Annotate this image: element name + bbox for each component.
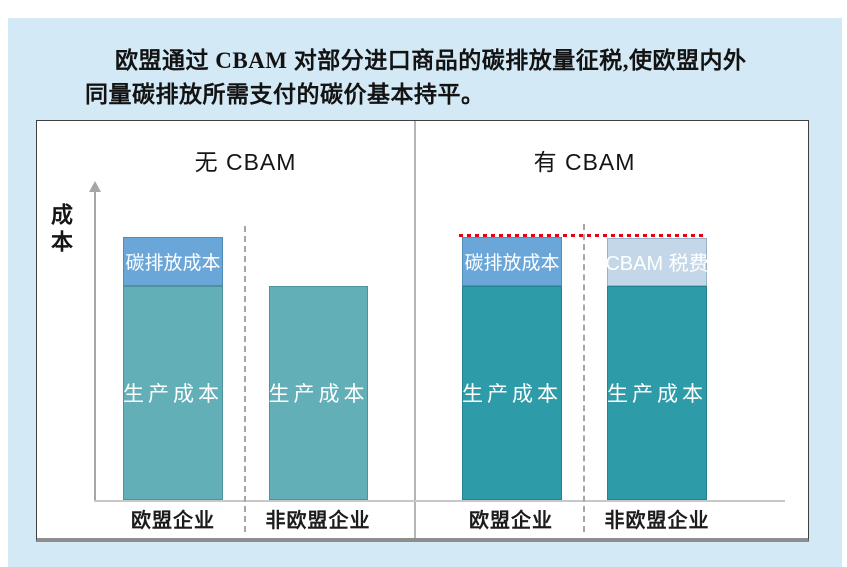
headline-line-1: 欧盟通过 CBAM 对部分进口商品的碳排放量征税,使欧盟内外 — [115, 48, 747, 73]
segment-production-cost: 生产成本 — [607, 286, 707, 500]
segment-production-cost: 生产成本 — [462, 286, 562, 500]
bar-eu-with-cbam: 生产成本 碳排放成本 — [462, 236, 562, 500]
bar-non-eu-with-cbam: 生产成本 CBAM 税费 — [607, 237, 707, 500]
x-label-eu-with-cbam: 欧盟企业 — [469, 510, 553, 532]
category-separator-right — [583, 224, 585, 532]
bar-non-eu-no-cbam: 生产成本 — [269, 286, 368, 500]
panel-divider — [414, 121, 416, 538]
x-label-eu-no-cbam: 欧盟企业 — [131, 510, 215, 532]
y-axis-line — [94, 191, 96, 500]
panel-title-no-cbam: 无 CBAM — [194, 149, 297, 175]
segment-cbam-tax: CBAM 税费 — [607, 237, 707, 286]
headline: 欧盟通过 CBAM 对部分进口商品的碳排放量征税,使欧盟内外 同量碳排放所需支付… — [85, 44, 775, 112]
price-parity-dotted-line — [459, 233, 705, 237]
panel-title-with-cbam: 有 CBAM — [533, 149, 636, 175]
y-axis-arrow-icon — [89, 181, 101, 192]
chart-panel: 无 CBAM 有 CBAM 成本 生产成本 碳排放成本 生产成本 生产成本 碳排… — [36, 120, 809, 542]
x-label-non-eu-no-cbam: 非欧盟企业 — [265, 510, 371, 532]
segment-carbon-cost: 碳排放成本 — [123, 236, 223, 286]
x-axis-baseline — [94, 500, 785, 502]
segment-carbon-cost: 碳排放成本 — [462, 236, 562, 286]
segment-production-cost: 生产成本 — [123, 286, 223, 500]
headline-line-2: 同量碳排放所需支付的碳价基本持平。 — [85, 82, 485, 107]
y-axis-label: 成本 — [48, 203, 73, 257]
x-label-non-eu-with-cbam: 非欧盟企业 — [604, 510, 710, 532]
segment-production-cost: 生产成本 — [269, 286, 368, 500]
category-separator-left — [244, 226, 246, 532]
bar-eu-no-cbam: 生产成本 碳排放成本 — [123, 236, 223, 500]
